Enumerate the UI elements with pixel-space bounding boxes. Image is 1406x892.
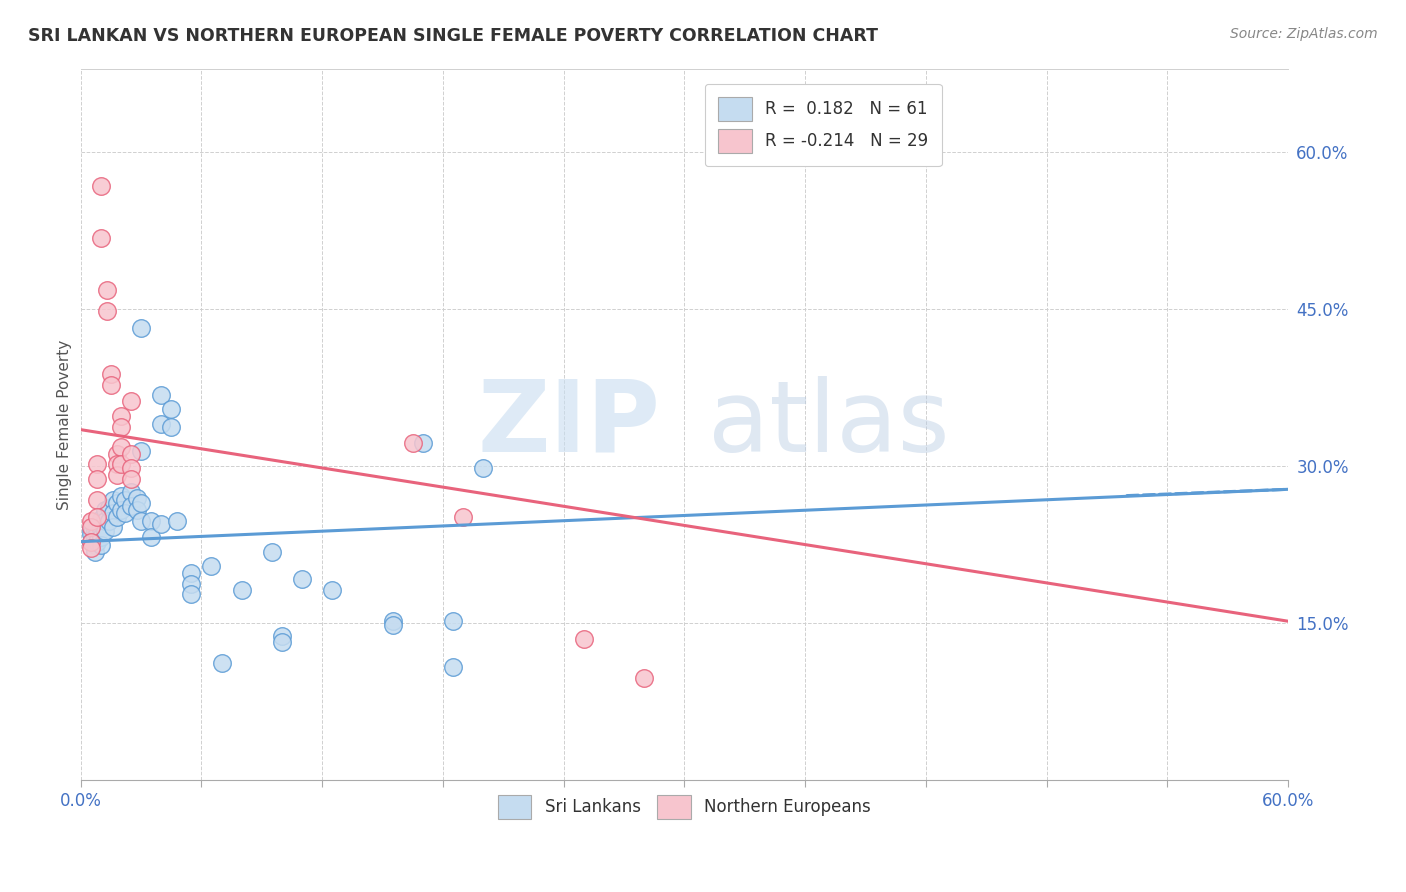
Point <box>86 492 108 507</box>
Point <box>101 492 124 507</box>
Point <box>114 492 136 507</box>
Point <box>90 178 112 193</box>
Point <box>110 503 132 517</box>
Point <box>86 457 108 471</box>
Point <box>90 538 112 552</box>
Point <box>83 524 105 538</box>
Point <box>125 491 148 505</box>
Point <box>101 507 124 521</box>
Text: atlas: atlas <box>709 376 950 473</box>
Point <box>381 614 404 628</box>
Text: SRI LANKAN VS NORTHERN EUROPEAN SINGLE FEMALE POVERTY CORRELATION CHART: SRI LANKAN VS NORTHERN EUROPEAN SINGLE F… <box>28 27 879 45</box>
Point <box>129 514 152 528</box>
Point <box>90 511 112 525</box>
Point <box>80 541 103 555</box>
Point <box>86 520 108 534</box>
Point <box>96 304 118 318</box>
Point <box>80 520 103 534</box>
Point <box>105 496 128 510</box>
Point <box>80 534 103 549</box>
Point <box>633 671 655 685</box>
Point <box>100 367 122 381</box>
Point <box>105 509 128 524</box>
Point <box>90 531 112 545</box>
Point <box>120 485 142 500</box>
Point <box>150 388 173 402</box>
Point <box>166 514 188 528</box>
Point <box>110 441 132 455</box>
Point <box>80 534 103 549</box>
Point <box>381 618 404 632</box>
Point <box>451 509 474 524</box>
Point <box>110 409 132 423</box>
Point <box>180 576 202 591</box>
Point <box>160 401 183 416</box>
Point <box>110 419 132 434</box>
Point <box>94 524 117 538</box>
Point <box>80 514 103 528</box>
Point <box>101 520 124 534</box>
Text: Source: ZipAtlas.com: Source: ZipAtlas.com <box>1230 27 1378 41</box>
Point <box>270 635 292 649</box>
Point <box>150 516 173 531</box>
Point <box>120 394 142 409</box>
Point <box>160 419 183 434</box>
Point <box>321 582 343 597</box>
Point <box>402 436 425 450</box>
Point <box>125 503 148 517</box>
Point <box>129 443 152 458</box>
Point <box>105 447 128 461</box>
Point <box>129 496 152 510</box>
Point <box>180 566 202 580</box>
Point <box>139 531 162 545</box>
Point <box>260 545 283 559</box>
Point <box>86 472 108 486</box>
Point <box>180 587 202 601</box>
Point <box>90 231 112 245</box>
Point <box>211 656 233 670</box>
Y-axis label: Single Female Poverty: Single Female Poverty <box>58 339 72 509</box>
Point <box>80 527 103 541</box>
Text: ZIP: ZIP <box>477 376 661 473</box>
Point <box>120 461 142 475</box>
Point <box>129 321 152 335</box>
Point <box>94 514 117 528</box>
Point <box>86 534 108 549</box>
Point <box>441 614 464 628</box>
Point <box>150 417 173 432</box>
Point <box>200 558 222 573</box>
Point <box>100 377 122 392</box>
Point <box>105 457 128 471</box>
Point <box>291 572 314 586</box>
Point <box>572 632 595 646</box>
Point <box>139 514 162 528</box>
Point <box>83 538 105 552</box>
Point <box>90 522 112 536</box>
Point <box>83 545 105 559</box>
Point <box>114 507 136 521</box>
Point <box>441 660 464 674</box>
Point <box>412 436 434 450</box>
Point <box>105 467 128 482</box>
Point <box>120 472 142 486</box>
Point <box>120 499 142 513</box>
Point <box>80 522 103 536</box>
Point <box>110 489 132 503</box>
Point <box>96 284 118 298</box>
Point <box>86 509 108 524</box>
Point <box>231 582 253 597</box>
Point <box>120 447 142 461</box>
Point <box>270 629 292 643</box>
Legend: Sri Lankans, Northern Europeans: Sri Lankans, Northern Europeans <box>491 789 877 825</box>
Point <box>97 501 120 516</box>
Point <box>86 527 108 541</box>
Point <box>83 531 105 545</box>
Point <box>472 461 495 475</box>
Point <box>94 503 117 517</box>
Point <box>97 514 120 528</box>
Point <box>110 457 132 471</box>
